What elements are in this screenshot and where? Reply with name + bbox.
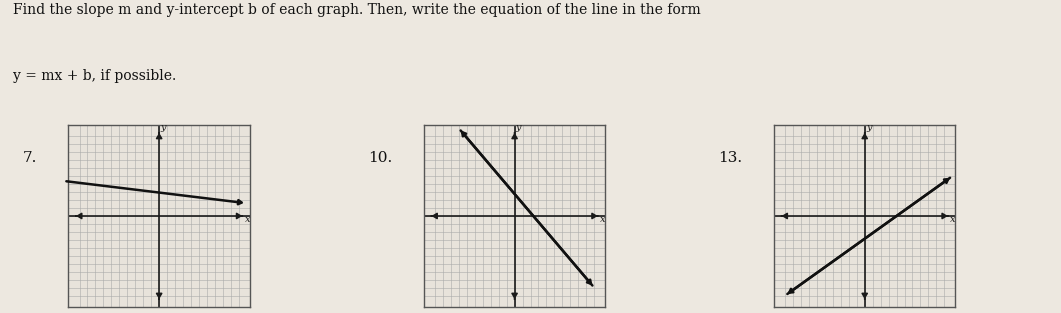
Text: x: x xyxy=(951,215,956,224)
Text: 13.: 13. xyxy=(718,151,743,165)
Text: x: x xyxy=(245,215,250,224)
Text: x: x xyxy=(601,215,606,224)
Text: y: y xyxy=(516,123,521,132)
Text: y = mx + b, if possible.: y = mx + b, if possible. xyxy=(13,69,176,83)
Text: 10.: 10. xyxy=(368,151,393,165)
Text: y: y xyxy=(160,123,166,132)
Text: 7.: 7. xyxy=(22,151,37,165)
Text: y: y xyxy=(866,123,871,132)
Text: Find the slope m and y-intercept b of each graph. Then, write the equation of th: Find the slope m and y-intercept b of ea… xyxy=(13,3,700,17)
